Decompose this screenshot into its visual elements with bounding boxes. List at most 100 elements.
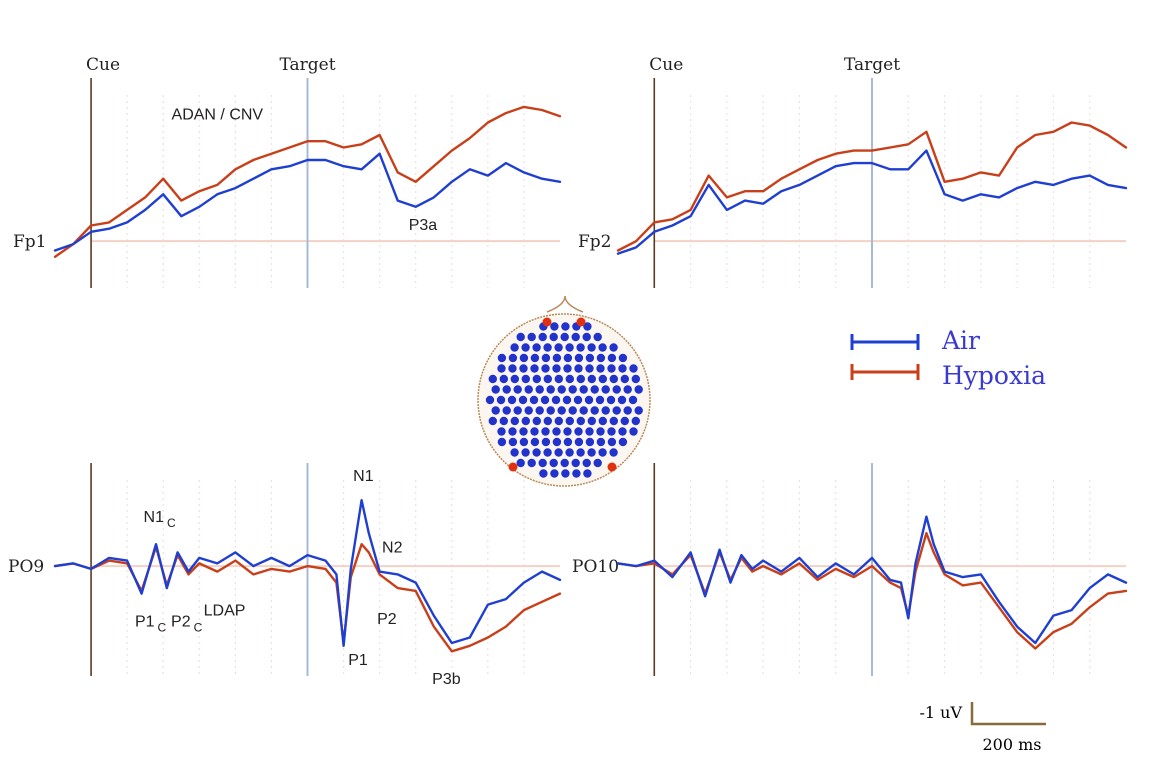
- electrode-dot: [543, 416, 552, 426]
- electrode-dot: [561, 322, 570, 331]
- electrode-dot: [508, 427, 517, 436]
- electrode-dot: [590, 406, 599, 415]
- electrode-dot: [560, 458, 569, 468]
- scale-bar: -1 uV 200 ms: [919, 702, 1046, 754]
- channel-label-po10: PO10: [572, 557, 619, 577]
- electrode-dot: [612, 385, 621, 394]
- electrode-dot: [488, 416, 497, 426]
- head-nose: [546, 295, 584, 313]
- electrode-dot: [584, 395, 594, 405]
- electrode-dot: [579, 406, 588, 415]
- electrode-dots: [485, 317, 643, 478]
- electrode-dot: [583, 322, 592, 331]
- electrode-dot: [530, 353, 540, 363]
- electrode-dot: [510, 448, 519, 457]
- electrode-dot: [568, 385, 577, 394]
- erp-panel-fp1: Cue Target Fp1 ADAN / CNV P3a: [13, 55, 562, 288]
- component-label: N1: [353, 468, 374, 485]
- electrode-dot: [598, 374, 607, 384]
- electrode-dot: [538, 332, 547, 342]
- electrode-dot: [541, 364, 550, 373]
- scale-bar-line: [970, 702, 1046, 726]
- electrode-dot-highlighted: [576, 317, 586, 327]
- target-label: Target: [279, 55, 335, 75]
- electrode-dot-highlighted: [542, 317, 552, 327]
- electrode-dot: [527, 332, 536, 342]
- electrode-dot: [572, 469, 581, 478]
- electrode-dot: [552, 427, 561, 436]
- electrode-dot: [554, 343, 563, 352]
- electrode-dot: [609, 343, 618, 352]
- electrode-dot: [609, 448, 618, 457]
- electrode-dot: [532, 448, 541, 457]
- electrode-dot-highlighted: [607, 462, 617, 472]
- component-label: N2: [382, 539, 403, 556]
- electrode-dot: [618, 353, 628, 363]
- electrode-dot: [541, 353, 551, 363]
- electrode-dot: [596, 364, 605, 373]
- electrode-dot: [607, 364, 616, 373]
- electrode-dot: [565, 374, 574, 384]
- electrode-dot: [574, 364, 583, 373]
- electrode-dot: [485, 395, 495, 405]
- component-label: P2: [377, 611, 397, 628]
- cue-label: Cue: [649, 55, 683, 75]
- legend: Air Hypoxia: [850, 326, 1046, 390]
- electrode-dot: [488, 374, 497, 384]
- electrode-dot: [576, 343, 585, 352]
- electrode-dot: [554, 416, 563, 426]
- electrode-dot: [576, 374, 585, 384]
- electrode-dot: [601, 385, 610, 394]
- electrode-dot: [519, 364, 528, 373]
- electrode-dot: [510, 374, 519, 384]
- electrode-dot: [571, 458, 580, 468]
- electrode-cap-head-map-icon: [477, 295, 651, 487]
- electrode-dot: [540, 395, 550, 405]
- electrode-dot: [607, 353, 617, 363]
- electrode-dot: [552, 353, 562, 363]
- electrode-dot: [582, 458, 591, 468]
- electrode-dot: [502, 406, 511, 415]
- component-label: P3a: [409, 217, 438, 234]
- electrode-dot: [491, 385, 500, 394]
- electrode-dot: [499, 416, 508, 426]
- electrode-dot: [502, 385, 511, 394]
- component-label: P1: [348, 652, 368, 669]
- electrode-dot: [543, 343, 552, 352]
- electrode-dot: [521, 343, 530, 352]
- scale-amplitude-label: -1 uV: [919, 703, 962, 722]
- series-line-air: [53, 499, 562, 647]
- electrode-dot: [628, 395, 638, 405]
- electrode-dot: [530, 364, 539, 373]
- electrode-dot: [585, 437, 595, 447]
- electrode-dot: [612, 406, 621, 415]
- electrode-dot: [496, 395, 506, 405]
- electrode-dot: [565, 448, 574, 457]
- electrode-dot: [524, 406, 533, 415]
- electrode-dot: [497, 364, 506, 373]
- electrode-dot: [631, 416, 640, 426]
- electrode-dot: [497, 437, 507, 447]
- electrode-dot-highlighted: [508, 462, 518, 472]
- electrode-dot: [634, 406, 643, 415]
- electrode-dot: [585, 364, 594, 373]
- electrode-dot: [574, 437, 584, 447]
- electrode-dot: [513, 385, 522, 394]
- electrode-dot: [510, 416, 519, 426]
- electrode-dot: [585, 427, 594, 436]
- electrode-dot: [497, 427, 506, 436]
- electrode-dot: [549, 458, 558, 468]
- electrode-dot: [587, 374, 596, 384]
- electrode-dot: [508, 437, 518, 447]
- electrode-dot: [587, 416, 596, 426]
- electrode-dot: [598, 448, 607, 457]
- electrode-dot: [530, 427, 539, 436]
- component-label: N1 C: [144, 509, 176, 530]
- electrode-dot: [521, 448, 530, 457]
- series-line-hypoxia: [53, 105, 562, 258]
- electrode-dot: [598, 416, 607, 426]
- electrode-dot: [562, 395, 572, 405]
- electrode-dot: [607, 427, 616, 436]
- electrode-dot: [607, 437, 617, 447]
